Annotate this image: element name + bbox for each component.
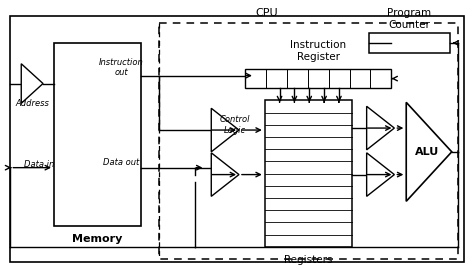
- Text: Instruction
Register: Instruction Register: [290, 40, 346, 62]
- Polygon shape: [21, 64, 43, 103]
- Text: Data out: Data out: [103, 158, 139, 167]
- Polygon shape: [367, 106, 394, 150]
- Text: Instruction
out: Instruction out: [99, 58, 144, 77]
- Polygon shape: [211, 108, 239, 152]
- Bar: [159, 23, 458, 259]
- Bar: [245, 69, 392, 89]
- Text: Address: Address: [15, 99, 49, 108]
- Bar: [54, 43, 141, 226]
- Polygon shape: [211, 153, 239, 196]
- Bar: [369, 33, 450, 53]
- Text: ALU: ALU: [415, 147, 439, 157]
- Text: Registers: Registers: [284, 255, 332, 265]
- Text: Data in: Data in: [24, 160, 55, 169]
- Text: CPU: CPU: [255, 8, 278, 18]
- Bar: [264, 100, 352, 247]
- Text: Program
Counter: Program Counter: [387, 8, 431, 30]
- Polygon shape: [367, 153, 394, 196]
- Text: Control
Logic: Control Logic: [220, 115, 250, 135]
- Polygon shape: [406, 102, 452, 201]
- Text: Memory: Memory: [72, 234, 123, 244]
